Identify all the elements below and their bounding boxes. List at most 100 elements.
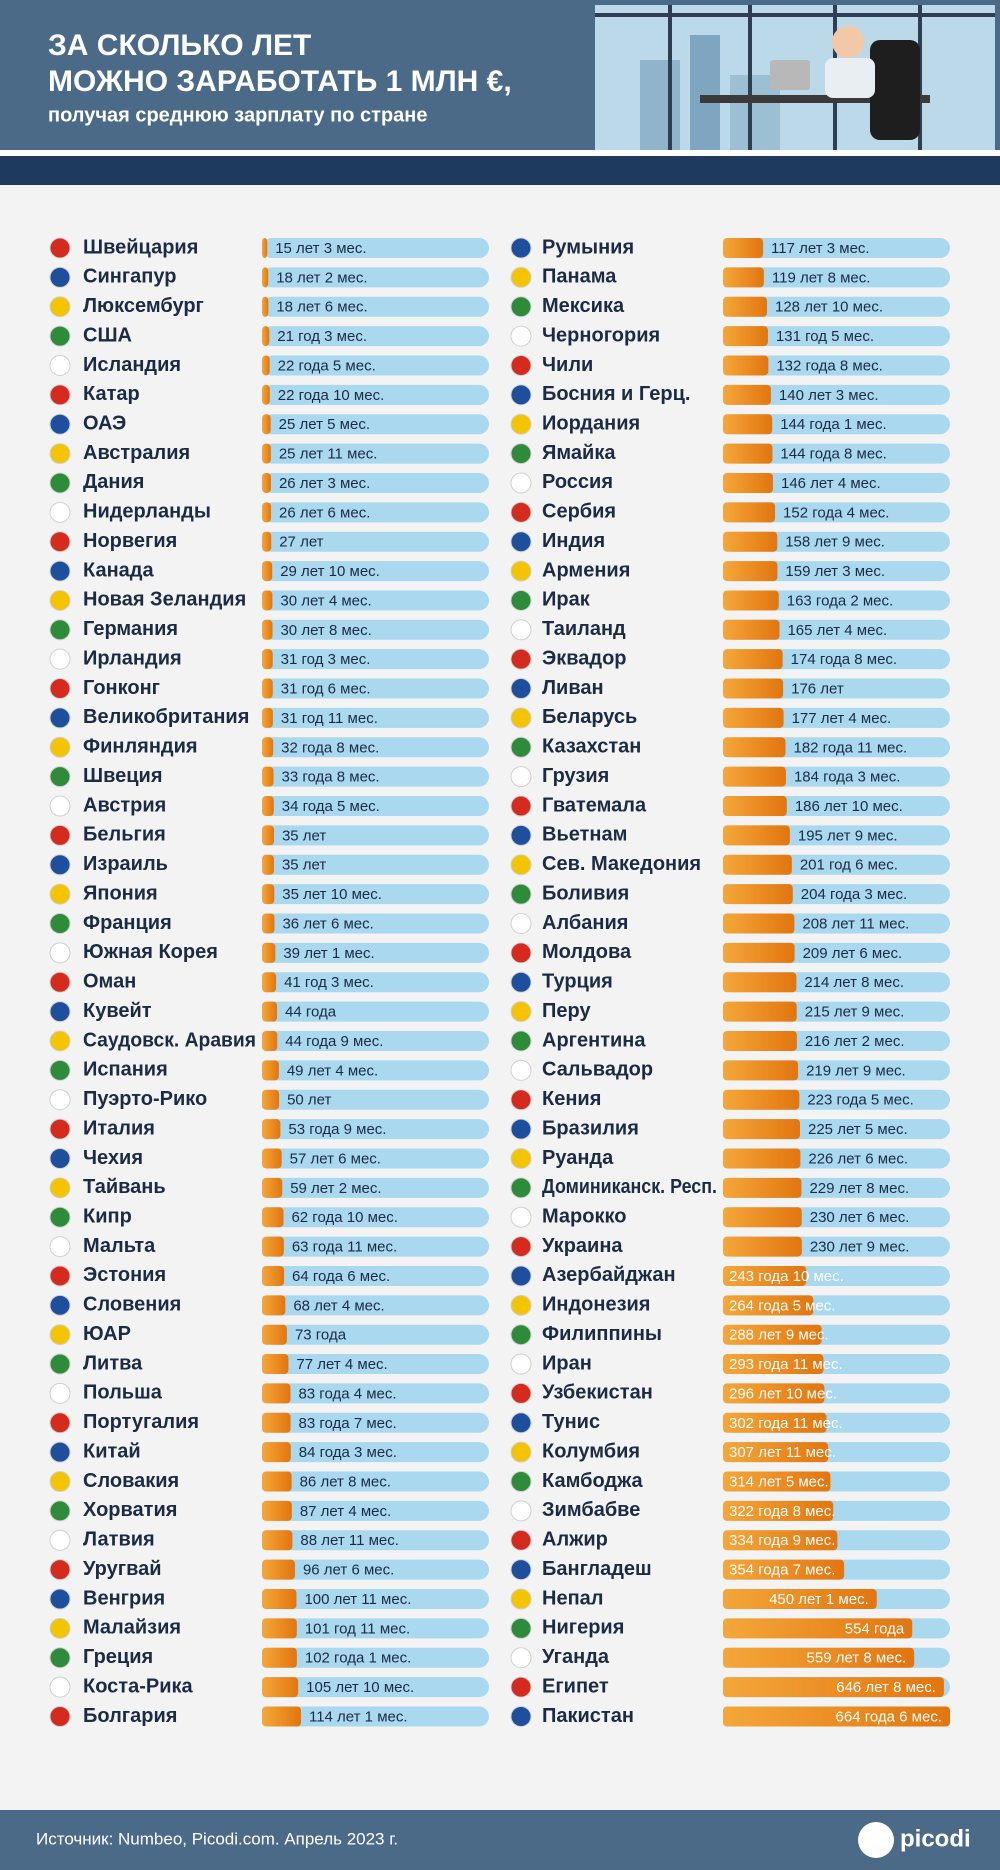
flag [49,736,71,758]
bar [262,1265,285,1286]
bar-track [262,1207,489,1228]
flag [49,707,71,729]
country-name: Сальвадор [542,1059,653,1081]
bar [262,326,270,347]
flag [49,648,71,670]
country-name: Италия [83,1117,155,1139]
bar-track [262,1001,489,1022]
bar-track [262,561,489,582]
flag [510,648,532,670]
country-name: Непал [542,1587,603,1609]
flag [49,1559,71,1581]
value-label: 176 лет [791,681,844,698]
flag [49,1294,71,1316]
bar-track [262,1060,489,1081]
bar [262,1177,283,1198]
value-label: 39 лет 1 мес. [283,945,374,962]
bar [262,766,274,787]
flag [510,1617,532,1639]
country-name: США [83,324,132,346]
flag [49,472,71,494]
bar [262,796,274,817]
country-name: Гонконг [83,677,160,699]
value-label: 102 года 1 мес. [305,1650,411,1667]
bar-track [262,619,489,640]
bar [723,590,779,611]
bar-track [262,1177,489,1198]
value-label: 83 года 4 мес. [298,1385,396,1402]
bar [723,1412,827,1433]
bar [262,1030,278,1051]
value-label: 35 лет 10 мес. [282,886,382,903]
bar [262,267,269,288]
bar [723,267,764,288]
bar-track [262,796,489,817]
value-label: 322 года 8 мес. [729,1503,835,1520]
value-label: 29 лет 10 мес. [280,563,380,580]
flag [49,531,71,553]
flag [510,531,532,553]
flag [49,795,71,817]
flag [49,1441,71,1463]
country-name: Алжир [542,1529,608,1551]
country-name: Уганда [542,1646,610,1668]
value-label: 293 года 11 мес. [729,1356,843,1373]
bar [723,1442,829,1463]
value-label: 559 лет 8 мес. [807,1650,907,1667]
flag [49,913,71,935]
value-label: 174 года 8 мес. [791,651,897,668]
country-name: Таиланд [542,618,626,640]
value-label: 117 лет 3 мес. [771,240,870,257]
flag [49,1001,71,1023]
flag [510,1147,532,1169]
country-name: Кувейт [83,1000,152,1022]
country-name: Германия [83,618,178,640]
value-label: 450 лет 1 мес. [769,1591,869,1608]
value-label: 41 год 3 мес. [284,974,374,991]
value-label: 62 года 10 мес. [291,1209,397,1226]
value-label: 646 лет 8 мес. [836,1679,936,1696]
bar [723,1383,825,1404]
bar [723,854,792,875]
bar [723,884,793,905]
value-label: 21 год 3 мес. [277,328,367,345]
bar [723,942,795,963]
bar-track [262,884,489,905]
country-name: Финляндия [83,736,198,758]
value-label: 132 года 8 мес. [776,357,882,374]
value-label: 208 лет 11 мес. [802,915,909,932]
country-name: Исландия [83,354,181,376]
flag [510,296,532,318]
bar-track [262,972,489,993]
country-name: Чехия [83,1147,143,1169]
flag [49,1676,71,1698]
country-name: Нигерия [542,1617,624,1639]
value-label: 31 год 11 мес. [281,710,378,727]
country-name: Тунис [542,1411,600,1433]
country-name: Пуэрто-Рико [83,1088,207,1110]
country-name: Испания [83,1059,168,1081]
country-name: Украина [542,1235,623,1257]
bar-track [723,472,950,493]
flag [510,1118,532,1140]
value-label: 186 лет 10 мес. [795,798,903,815]
bar [723,619,780,640]
logo-icon [858,1822,894,1858]
flag [510,560,532,582]
country-name: ОАЭ [83,413,126,435]
value-label: 165 лет 4 мес. [787,622,887,639]
country-name: Оман [83,971,136,993]
bar-track [723,531,950,552]
value-label: 84 года 3 мес. [299,1444,397,1461]
bar-track [262,1236,489,1257]
country-name: Греция [83,1646,153,1668]
country-name: Мальта [83,1235,156,1257]
value-label: 88 лет 11 мес. [300,1532,399,1549]
bar [723,649,783,670]
bar [262,238,268,258]
source: Источник: Numbeo, Picodi.com. Апрель 202… [36,1829,398,1848]
bar [262,561,273,582]
country-name: Армения [542,559,630,581]
flag [510,1059,532,1081]
country-name: Марокко [542,1205,626,1227]
